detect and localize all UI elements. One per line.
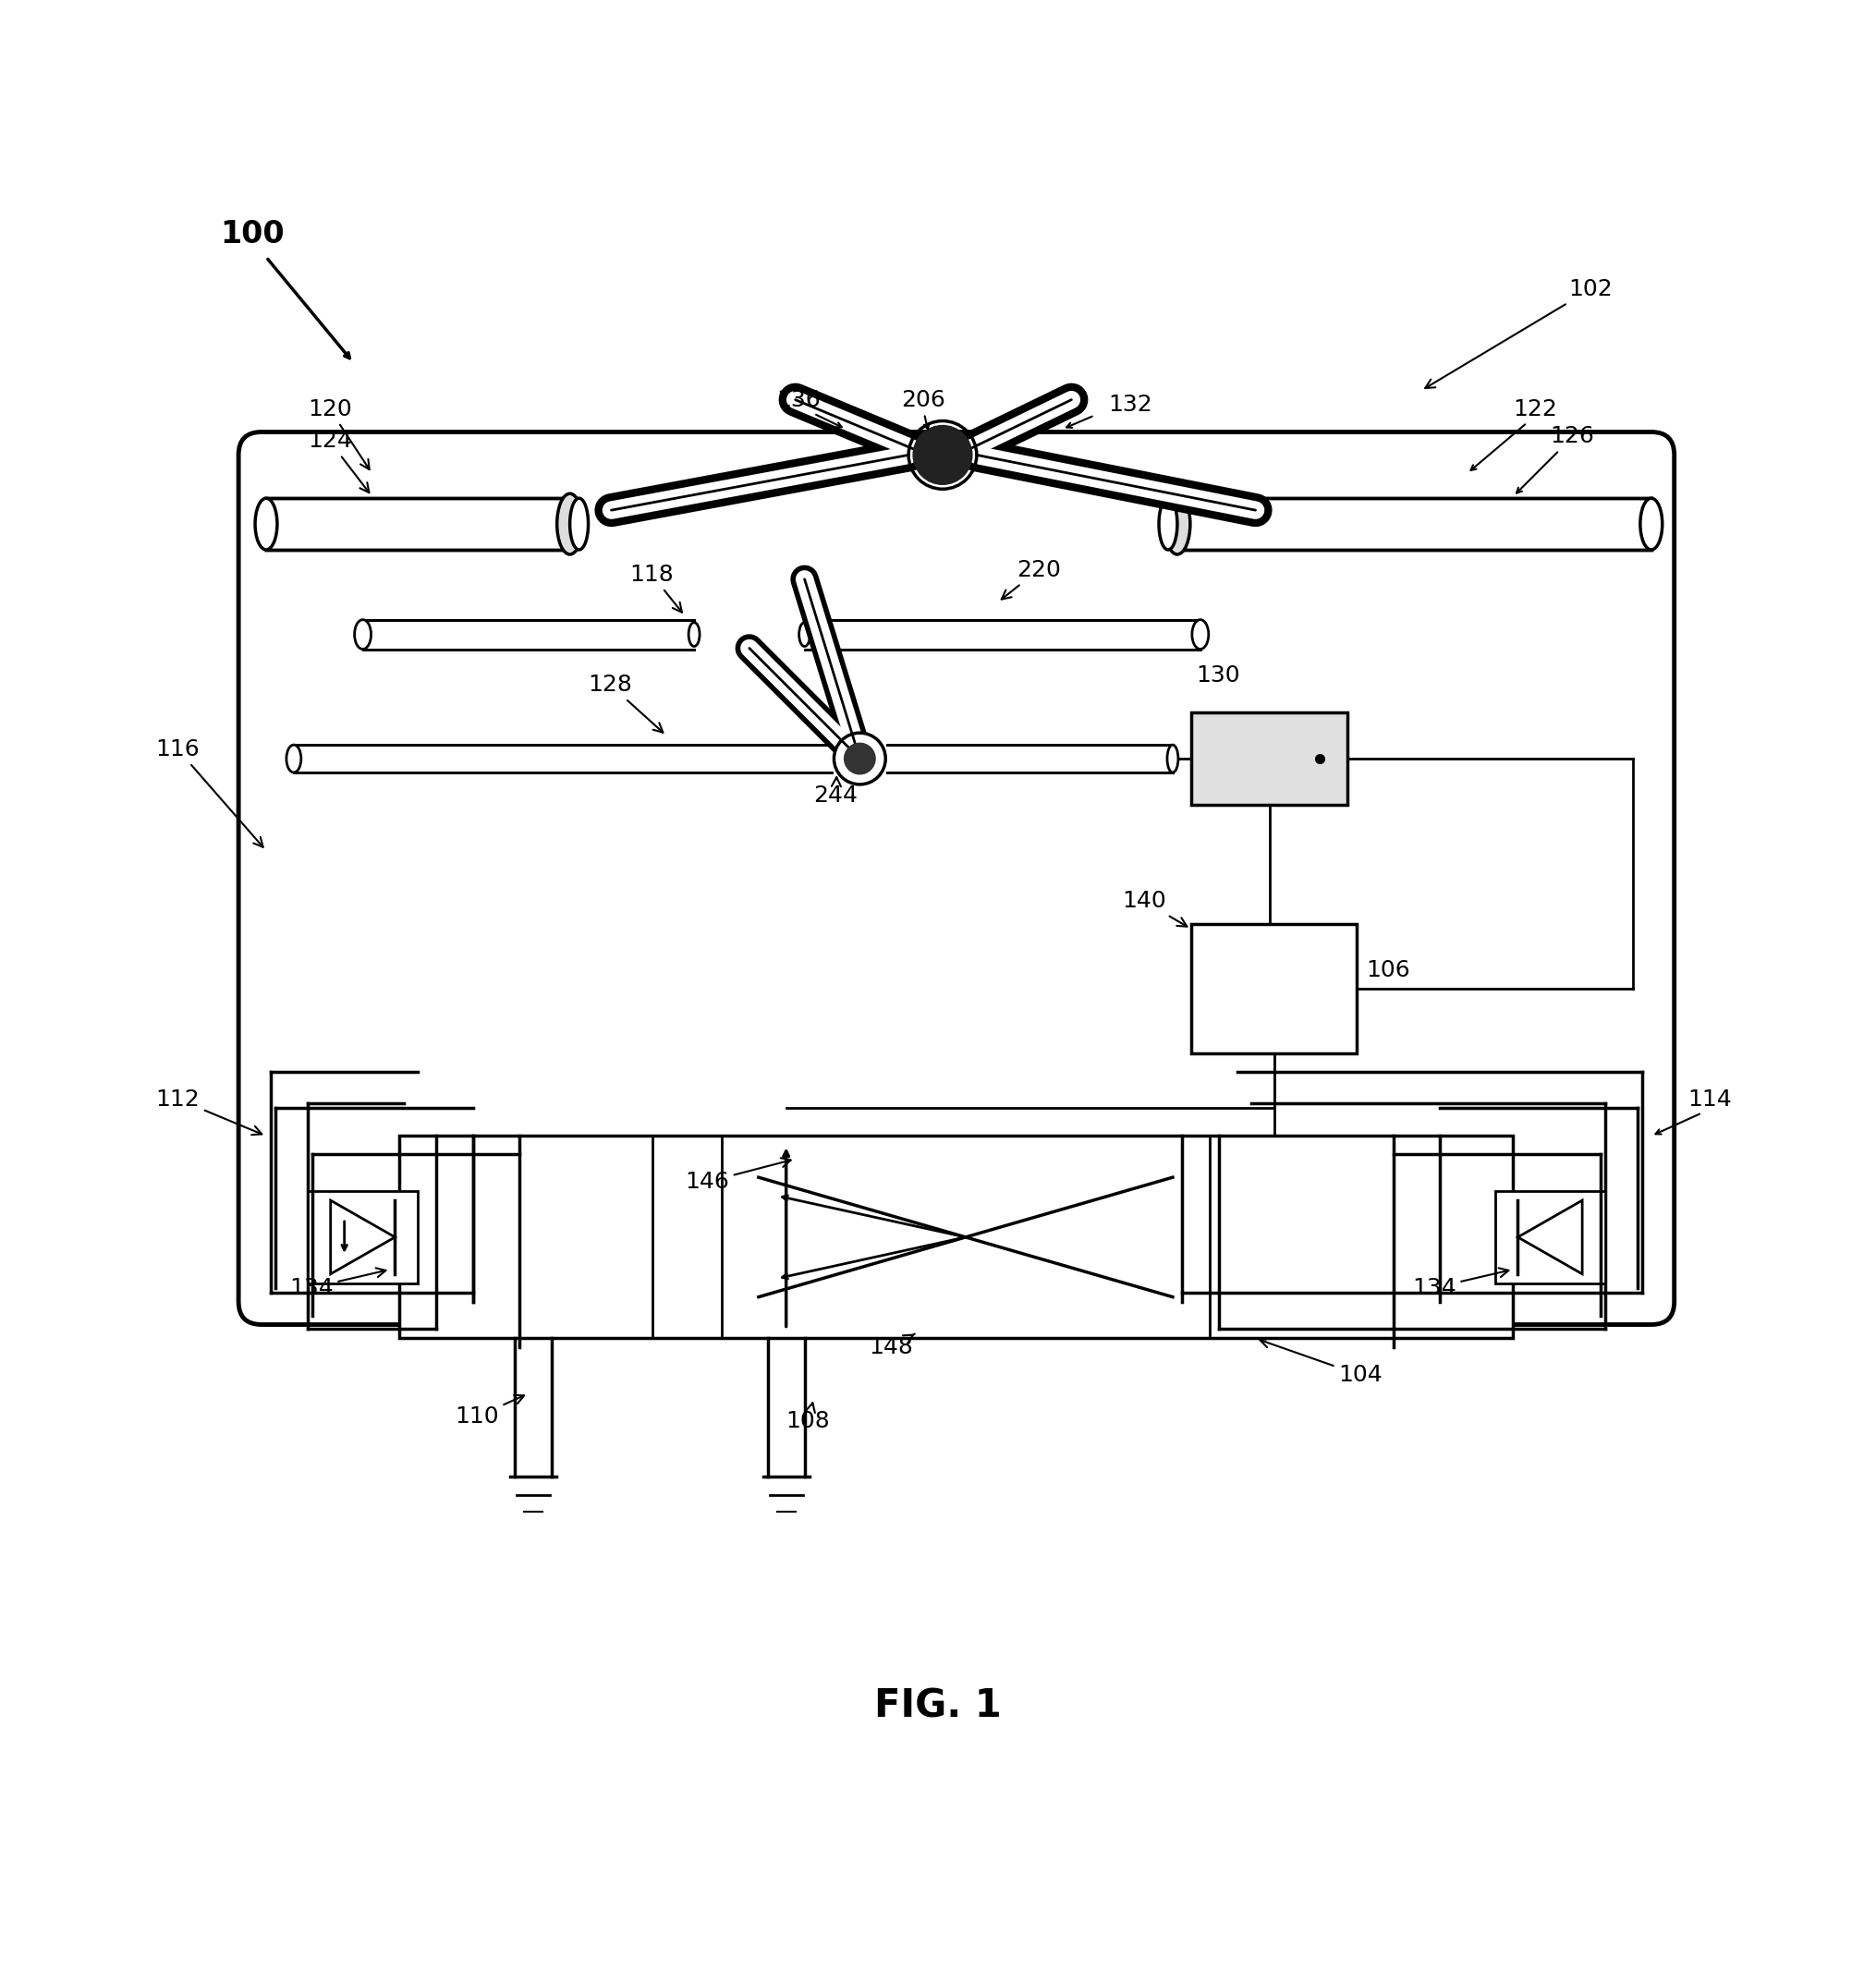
Ellipse shape	[355, 620, 371, 650]
Text: 120: 120	[308, 398, 370, 470]
Ellipse shape	[1640, 497, 1662, 549]
Polygon shape	[805, 620, 1201, 650]
Ellipse shape	[1165, 494, 1189, 555]
Text: 126: 126	[1550, 426, 1595, 448]
Text: 118: 118	[630, 563, 683, 612]
Text: 100: 100	[219, 218, 285, 250]
Circle shape	[844, 743, 876, 775]
Bar	[308, 1191, 418, 1282]
Ellipse shape	[287, 745, 302, 773]
Text: 124: 124	[308, 430, 370, 494]
Text: 206: 206	[900, 388, 946, 410]
Text: 146: 146	[685, 1157, 792, 1193]
Text: 106: 106	[1366, 959, 1411, 981]
Text: 122: 122	[1514, 398, 1557, 420]
Bar	[1191, 714, 1347, 805]
Text: 104: 104	[1261, 1338, 1383, 1385]
Bar	[1191, 924, 1356, 1052]
Text: 114: 114	[1688, 1088, 1732, 1110]
Text: 102: 102	[1426, 277, 1613, 388]
Text: 110: 110	[454, 1395, 523, 1427]
Text: 108: 108	[786, 1403, 831, 1433]
Polygon shape	[295, 745, 833, 773]
Circle shape	[835, 733, 885, 785]
Text: 134: 134	[1413, 1268, 1508, 1298]
Ellipse shape	[1191, 620, 1208, 650]
Bar	[400, 1136, 1514, 1338]
Ellipse shape	[570, 497, 589, 549]
Circle shape	[914, 426, 972, 484]
Bar	[1495, 1191, 1606, 1282]
Polygon shape	[887, 745, 1172, 773]
Text: 134: 134	[289, 1268, 386, 1298]
Polygon shape	[1172, 497, 1651, 549]
Ellipse shape	[255, 497, 278, 549]
Text: 136: 136	[777, 388, 822, 410]
Text: 132: 132	[1109, 392, 1152, 416]
Text: 128: 128	[589, 674, 662, 733]
Text: 148: 148	[869, 1334, 915, 1360]
Text: FIG. 1: FIG. 1	[874, 1687, 1002, 1726]
Polygon shape	[362, 620, 694, 650]
Polygon shape	[266, 497, 574, 549]
Ellipse shape	[799, 622, 810, 646]
FancyBboxPatch shape	[238, 432, 1673, 1324]
Text: 244: 244	[814, 777, 857, 807]
Ellipse shape	[1167, 745, 1178, 773]
Ellipse shape	[1159, 497, 1178, 549]
Text: 112: 112	[156, 1088, 263, 1136]
Ellipse shape	[557, 494, 583, 555]
Text: 140: 140	[1122, 890, 1188, 926]
Text: 130: 130	[1195, 664, 1240, 688]
Text: 220: 220	[1002, 559, 1060, 599]
Ellipse shape	[688, 622, 700, 646]
Text: 116: 116	[156, 739, 263, 846]
